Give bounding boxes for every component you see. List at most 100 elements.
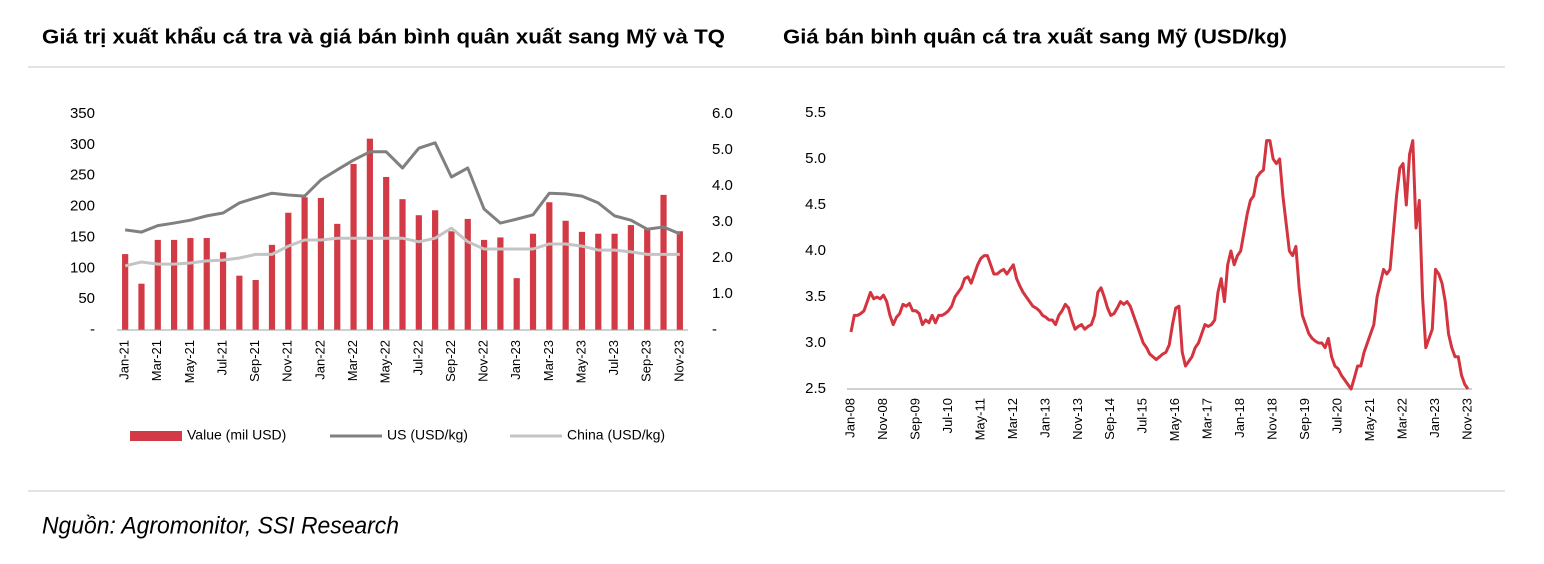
x-tick-label: May-11 <box>972 398 987 440</box>
bar <box>366 138 373 330</box>
x-tick-label: Sep-19 <box>1297 398 1312 440</box>
bar <box>497 237 504 330</box>
y-tick-label: 3.0 <box>712 213 733 230</box>
bar <box>660 194 667 330</box>
x-tick-label: Nov-23 <box>1459 398 1474 440</box>
y-tick-label: 3.5 <box>805 288 826 305</box>
bar <box>268 244 276 330</box>
x-tick-label: Sep-14 <box>1102 398 1117 440</box>
source: Nguồn: Agromonitor, SSI Research <box>42 512 399 539</box>
bar <box>399 199 406 330</box>
x-tick-label: May-21 <box>182 340 197 383</box>
bar <box>317 197 325 330</box>
bar <box>154 239 161 330</box>
y-tick-label: 5.0 <box>805 150 826 167</box>
bar <box>203 238 210 330</box>
bar <box>138 283 145 330</box>
x-tick-label: Jul-22 <box>410 340 425 375</box>
series-line <box>124 141 681 236</box>
x-tick-label: Jul-20 <box>1330 398 1345 433</box>
y-tick-label: 2.0 <box>712 249 733 266</box>
series-line <box>849 139 1470 391</box>
y-tick-label: 3.0 <box>805 334 826 351</box>
bar <box>301 197 308 330</box>
x-tick-label: Jan-23 <box>508 340 523 380</box>
y-tick-label: 1.0 <box>712 285 733 302</box>
x-tick-label: Mar-22 <box>345 340 360 381</box>
x-tick-label: Jan-22 <box>312 340 327 380</box>
x-tick-label: Mar-17 <box>1200 398 1215 439</box>
x-tick-label: Jan-23 <box>1427 398 1442 438</box>
x-tick-label: Jan-08 <box>842 398 857 438</box>
bar <box>219 252 227 330</box>
y-tick-label: 6.0 <box>712 105 733 122</box>
legend-label: Value (mil USD) <box>187 427 286 443</box>
y-tick-label: 5.0 <box>712 141 733 158</box>
bar <box>676 231 683 330</box>
x-tick-label: Sep-23 <box>639 340 654 382</box>
y-tick-label: 5.5 <box>805 104 826 121</box>
x-tick-label: Mar-12 <box>1005 398 1020 439</box>
bar <box>529 233 537 330</box>
y-tick-label: 150 <box>70 228 95 245</box>
x-tick-label: Nov-08 <box>875 398 890 440</box>
bar <box>415 215 422 330</box>
y-tick-label: 200 <box>70 198 95 215</box>
x-tick-label: May-16 <box>1167 398 1182 441</box>
bar <box>627 225 634 330</box>
x-tick-label: Mar-21 <box>149 340 164 381</box>
x-tick-label: Sep-09 <box>907 398 922 440</box>
x-tick-label: Nov-21 <box>280 340 295 382</box>
x-tick-label: Jan-21 <box>117 340 132 380</box>
x-tick-label: Nov-23 <box>671 340 686 382</box>
bar <box>383 176 390 330</box>
bar <box>187 238 194 330</box>
bar <box>122 254 129 330</box>
x-tick-label: Jul-10 <box>940 398 955 433</box>
bar <box>334 223 341 330</box>
bar <box>171 239 178 330</box>
x-tick-label: Jul-23 <box>606 340 621 375</box>
bar <box>464 218 471 330</box>
y-tick-label: 4.5 <box>805 196 826 213</box>
y-tick-label: 250 <box>70 167 95 184</box>
legend-label: US (USD/kg) <box>387 427 468 443</box>
y-tick-label: 300 <box>70 136 95 153</box>
y-tick-label: 4.0 <box>805 242 826 259</box>
x-tick-label: Nov-22 <box>476 340 491 382</box>
bar <box>595 233 602 330</box>
legend-label: China (USD/kg) <box>567 427 665 443</box>
y-tick-label: 2.5 <box>805 380 826 397</box>
bar <box>546 202 553 330</box>
x-tick-label: Mar-22 <box>1394 398 1409 439</box>
x-tick-label: Jan-18 <box>1232 398 1247 438</box>
x-tick-label: Mar-23 <box>541 340 556 381</box>
bar <box>350 163 357 330</box>
y-tick-label: 100 <box>70 259 95 276</box>
x-tick-label: Jul-21 <box>214 340 229 375</box>
y-tick-label: 50 <box>78 290 95 307</box>
y-tick-label: 350 <box>70 105 95 122</box>
legend-swatch <box>130 431 182 441</box>
bar <box>480 239 488 330</box>
chart-title: Giá trị xuất khẩu cá tra và giá bán bình… <box>42 26 725 48</box>
x-tick-label: Sep-21 <box>247 340 262 382</box>
series-line <box>124 226 680 268</box>
y-tick-label: - <box>90 321 95 338</box>
y-tick-label: - <box>712 321 717 338</box>
bar <box>513 278 520 330</box>
x-tick-label: Jan-13 <box>1037 398 1052 438</box>
bar <box>252 280 259 330</box>
bar <box>611 233 618 330</box>
bar <box>448 231 455 330</box>
chart-title: Giá bán bình quân cá tra xuất sang Mỹ (U… <box>783 26 1287 48</box>
x-tick-label: Jul-15 <box>1135 398 1150 433</box>
x-tick-label: May-21 <box>1362 398 1377 441</box>
bar <box>285 212 292 330</box>
bar <box>236 275 243 330</box>
x-tick-label: May-22 <box>378 340 393 383</box>
x-tick-label: Sep-22 <box>443 340 458 382</box>
x-tick-label: Nov-18 <box>1265 398 1280 440</box>
bar <box>578 231 586 330</box>
